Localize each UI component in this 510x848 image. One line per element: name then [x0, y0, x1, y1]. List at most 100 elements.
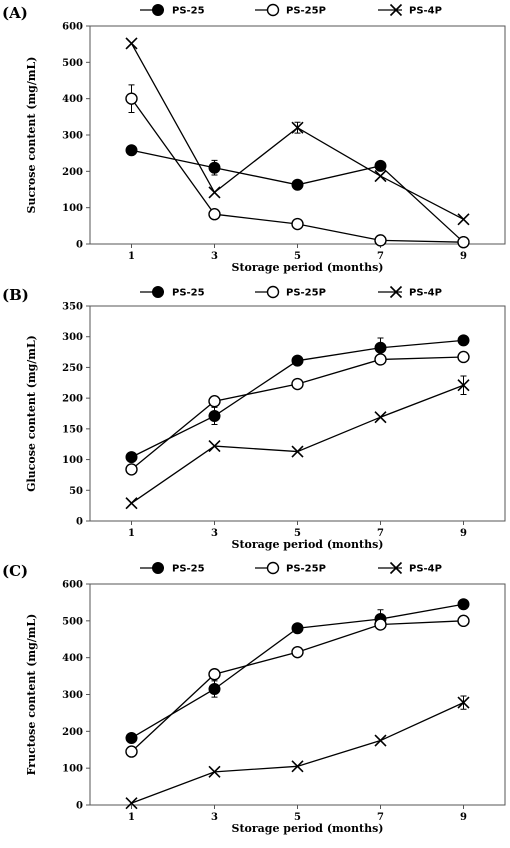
y-tick-label: 50 [69, 486, 83, 497]
data-point-ps-25p [208, 208, 221, 221]
y-axis-title: Sucrose content (mg/mL) [25, 57, 38, 214]
chart-svg: (A) 0 100 200 300 400 500 600 1 3 5 7 9 Storage perio… [2, 3, 506, 274]
data-point-ps-25p [457, 235, 470, 249]
chart-svg: (C) 0 100 200 300 400 500 600 1 3 5 7 9 Storage perio… [2, 561, 506, 835]
chart-panel-glucose: (B) 0 50 100 150 200 250 300 350 1 3 5 7 9 Storage per… [0, 282, 510, 558]
data-point-ps-25 [125, 144, 138, 157]
data-point-ps-25 [374, 341, 387, 354]
x-tick-label: 9 [460, 812, 467, 823]
data-point-ps-25p [291, 217, 304, 231]
y-tick-label: 400 [62, 653, 83, 664]
legend-label: PS-25 [172, 288, 205, 299]
plot-area [89, 583, 506, 806]
data-point-ps-25p [374, 353, 387, 366]
x-axis-title: Storage period (months) [232, 822, 384, 835]
data-point-ps-25 [208, 161, 221, 174]
series-line-ps-4p [131, 702, 464, 804]
chart-panel-sucrose: (A) 0 100 200 300 400 500 600 1 3 5 7 9 Storage perio… [0, 0, 510, 282]
data-point-ps-4p [457, 379, 470, 392]
data-point-ps-25 [457, 598, 470, 611]
y-tick-label: 300 [62, 690, 83, 701]
legend-entry-ps-25p: PS-25P [255, 285, 326, 299]
y-tick-label: 0 [76, 801, 83, 812]
x-tick-label: 5 [294, 528, 301, 539]
data-point-ps-25p [125, 463, 138, 476]
data-point-ps-4p [291, 121, 304, 134]
y-tick-label: 0 [76, 240, 83, 251]
series-ps-25p [125, 614, 470, 758]
data-point-ps-25p [457, 350, 470, 364]
y-tick-label: 300 [62, 332, 83, 343]
data-point-ps-25p [208, 395, 221, 408]
data-point-ps-4p [374, 169, 387, 183]
data-point-ps-25 [457, 334, 470, 347]
x-tick-label: 9 [460, 251, 467, 262]
data-point-ps-4p [291, 760, 304, 773]
data-point-ps-25p [457, 614, 470, 628]
y-tick-label: 100 [62, 764, 83, 775]
data-point-ps-25p [125, 92, 138, 105]
series-line-ps-4p [131, 384, 464, 504]
y-tick-label: 200 [62, 167, 83, 178]
data-point-ps-25 [374, 159, 387, 172]
series-ps-25p [125, 350, 470, 476]
legend-entry-ps-25p: PS-25P [255, 561, 326, 575]
x-tick-label: 1 [128, 528, 135, 539]
plot-area [89, 25, 506, 245]
data-point-ps-25p [208, 668, 221, 681]
data-point-ps-4p [125, 797, 138, 810]
series-ps-25 [125, 598, 470, 744]
y-tick-label: 600 [62, 580, 83, 591]
series-ps-25p [125, 84, 470, 249]
legend-label: PS-4P [409, 288, 442, 299]
data-point-ps-25p [374, 234, 387, 247]
chart-panel-fructose: (C) 0 100 200 300 400 500 600 1 3 5 7 9 Storage perio… [0, 558, 510, 848]
series-line-ps-25p [131, 620, 464, 753]
data-point-ps-25 [291, 622, 304, 635]
legend-marker [266, 561, 280, 575]
legend-label: PS-4P [409, 6, 442, 17]
data-point-ps-4p [208, 186, 221, 199]
legend-entry-ps-25: PS-25 [140, 562, 205, 575]
x-axis-title: Storage period (months) [232, 538, 384, 551]
y-tick-label: 100 [62, 203, 83, 214]
x-tick-label: 7 [377, 528, 384, 539]
y-tick-label: 350 [62, 302, 83, 313]
data-point-ps-4p [291, 445, 304, 458]
x-tick-label: 7 [377, 812, 384, 823]
x-tick-label: 3 [211, 812, 218, 823]
panel-label: (B) [2, 286, 29, 304]
data-point-ps-25 [291, 354, 304, 367]
data-point-ps-4p [457, 213, 470, 226]
legend-marker [266, 285, 280, 299]
panel-label: (A) [2, 4, 28, 22]
series-ps-4p [125, 375, 470, 510]
series-ps-4p [125, 695, 470, 810]
legend-marker [389, 561, 403, 575]
y-tick-label: 200 [62, 394, 83, 405]
legend-marker [389, 3, 403, 17]
data-point-ps-4p [208, 439, 221, 453]
x-tick-label: 5 [294, 812, 301, 823]
data-point-ps-4p [208, 765, 221, 778]
data-point-ps-4p [457, 696, 470, 709]
data-point-ps-4p [125, 37, 138, 50]
legend-label: PS-4P [409, 564, 442, 575]
y-tick-label: 250 [62, 363, 83, 374]
legend-label: PS-25 [172, 6, 205, 17]
legend-marker [266, 3, 280, 17]
data-point-ps-25p [291, 645, 304, 659]
data-point-ps-4p [374, 411, 387, 424]
series-ps-4p [125, 37, 470, 226]
legend-label: PS-25 [172, 564, 205, 575]
x-tick-label: 5 [294, 251, 301, 262]
y-tick-label: 150 [62, 424, 83, 435]
data-point-ps-25p [291, 377, 304, 391]
x-axis-title: Storage period (months) [232, 261, 384, 274]
legend-label: PS-25P [286, 288, 326, 299]
data-point-ps-25 [125, 731, 138, 744]
y-tick-label: 200 [62, 727, 83, 738]
legend-entry-ps-4p: PS-4P [378, 3, 442, 17]
x-tick-label: 3 [211, 528, 218, 539]
x-tick-label: 1 [128, 812, 135, 823]
